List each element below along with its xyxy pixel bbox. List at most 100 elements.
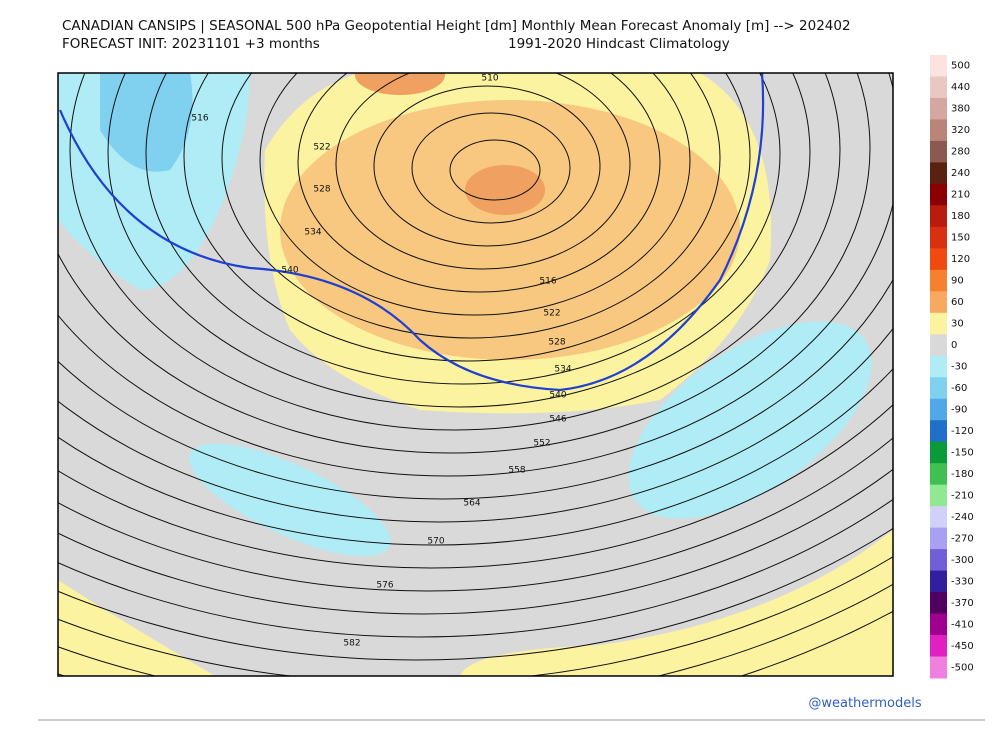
contour-label: 522	[313, 143, 330, 153]
colorbar-label: -270	[951, 533, 974, 544]
colorbar-label: -450	[951, 641, 974, 652]
colorbar-label: -410	[951, 619, 974, 630]
colorbar-label: -60	[951, 383, 967, 394]
colorbar-swatch	[930, 570, 947, 593]
contour-label: 516	[191, 114, 208, 124]
colorbar-swatch	[930, 205, 947, 228]
colorbar-swatch	[930, 420, 947, 443]
colorbar-swatch	[930, 398, 947, 421]
colorbar-swatch	[930, 592, 947, 615]
contour-label: 582	[343, 639, 360, 649]
colorbar-swatch	[930, 183, 947, 206]
contour-label: 576	[376, 581, 393, 591]
contour-label: 552	[533, 439, 550, 449]
colorbar-swatch	[930, 97, 947, 120]
colorbar-label: -300	[951, 555, 974, 566]
colorbar-swatch	[930, 226, 947, 249]
colorbar-swatch	[930, 484, 947, 507]
contour	[335, 73, 631, 270]
contour-label: 528	[548, 338, 565, 348]
contour	[373, 85, 601, 247]
contour	[58, 468, 893, 615]
colorbar-label: 210	[951, 190, 970, 201]
colorbar-swatch	[930, 656, 947, 679]
colorbar-label: -180	[951, 469, 974, 480]
contour	[449, 139, 541, 201]
colorbar-label: 120	[951, 254, 970, 265]
contour-label: 510	[481, 74, 498, 84]
colorbar-label: 180	[951, 211, 970, 222]
colorbar-label: -210	[951, 490, 974, 501]
init: FORECAST INIT: 20231101 +3 months	[62, 36, 320, 52]
contour	[58, 498, 893, 638]
colorbar-label: 440	[951, 82, 970, 93]
title: CANADIAN CANSIPS | SEASONAL 500 hPa Geop…	[62, 18, 851, 34]
contour-label: 540	[549, 391, 566, 401]
colorbar-label: 320	[951, 125, 970, 136]
colorbar-swatch	[930, 269, 947, 292]
contour-label: 534	[304, 228, 321, 238]
colorbar-swatch	[930, 635, 947, 658]
colorbar-swatch	[930, 377, 947, 400]
contour	[145, 73, 781, 385]
colorbar-label: 30	[951, 319, 964, 330]
colorbar-swatch	[930, 162, 947, 185]
contour	[411, 112, 571, 224]
colorbar-swatch	[930, 55, 947, 77]
colorbar-swatch	[930, 613, 947, 636]
colorbar-label: -330	[951, 576, 974, 587]
colorbar-swatch	[930, 140, 947, 163]
colorbar-label: 150	[951, 233, 970, 244]
contour-label: 564	[463, 499, 480, 509]
colorbar-label: 60	[951, 297, 964, 308]
colorbar-label: 280	[951, 147, 970, 158]
colorbar-swatch	[930, 527, 947, 550]
colorbar-swatch	[930, 312, 947, 335]
contour-label: 534	[554, 365, 571, 375]
colorbar-label: -150	[951, 447, 974, 458]
contour-label: 558	[508, 466, 525, 476]
contour	[58, 327, 893, 523]
colorbar-swatch	[930, 355, 947, 378]
contour	[58, 527, 893, 661]
colorbar-label: -370	[951, 598, 974, 609]
colorbar-label: -90	[951, 404, 967, 415]
colorbar-label: 0	[951, 340, 957, 351]
colorbar-label: 90	[951, 276, 964, 287]
contour	[69, 73, 841, 431]
contour	[58, 73, 893, 477]
colorbar-swatch	[930, 248, 947, 271]
contour-label: 516	[539, 277, 556, 287]
colorbar-label: -240	[951, 512, 974, 523]
contour-label: 528	[313, 185, 330, 195]
contour	[221, 73, 721, 339]
contour-label: 570	[427, 537, 444, 547]
colorbar-label: 380	[951, 104, 970, 115]
colorbar-swatch	[930, 441, 947, 464]
contour-label: 546	[549, 415, 566, 425]
contour	[58, 73, 871, 454]
contour	[259, 73, 691, 316]
colorbar-label: 500	[951, 61, 970, 72]
colorbar-label: -120	[951, 426, 974, 437]
climatology: 1991-2020 Hindcast Climatology	[508, 36, 730, 52]
contour	[58, 367, 893, 546]
contour	[107, 73, 811, 408]
contour	[58, 278, 893, 500]
colorbar-swatch	[930, 119, 947, 142]
colorbar-swatch	[930, 506, 947, 529]
colorbar-swatch	[930, 334, 947, 357]
colorbar-label: 240	[951, 168, 970, 179]
colorbar-swatch	[930, 463, 947, 486]
contour	[183, 73, 751, 362]
contour	[58, 437, 893, 592]
colorbar-label: -30	[951, 362, 967, 373]
colorbar-swatch	[930, 549, 947, 572]
colorbar-swatch	[930, 76, 947, 99]
credit: @weathermodels	[808, 696, 922, 711]
colorbar-label: -500	[951, 662, 974, 673]
contour	[58, 403, 893, 569]
contour-label: 540	[281, 266, 298, 276]
